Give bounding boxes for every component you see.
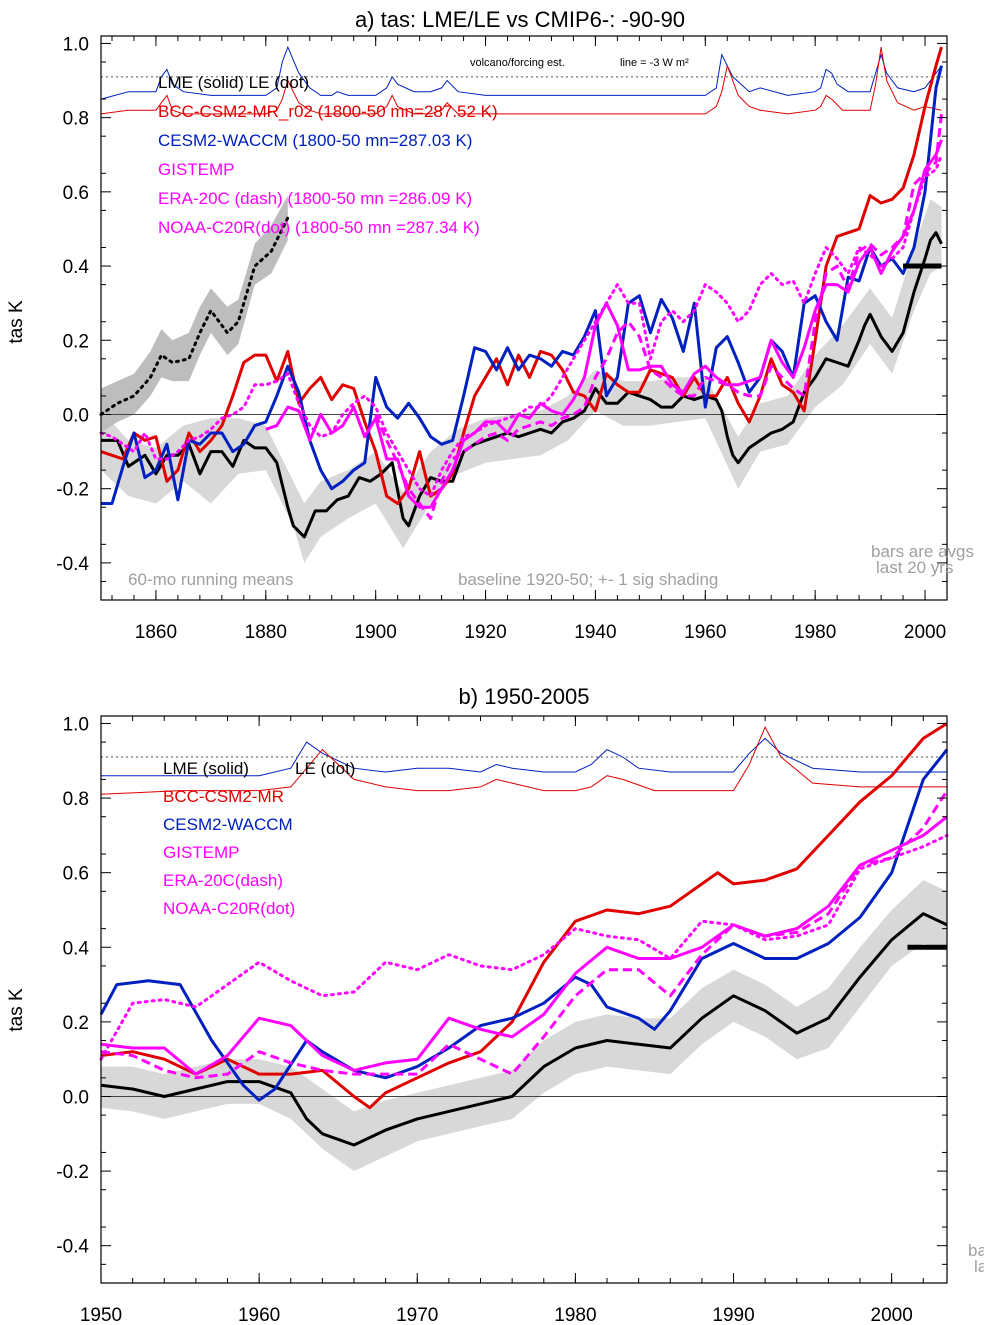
legend-entry: ERA-20C(dash) <box>163 871 283 890</box>
panel-a-ylabel: tas K <box>6 300 27 344</box>
x-tick-label: 1940 <box>574 622 616 643</box>
legend-entry: ERA-20C (dash) (1800-50 mn =286.09 K) <box>158 189 472 208</box>
y-tick-label: 0.0 <box>63 1087 89 1108</box>
plot-frame <box>100 715 948 1284</box>
bars-note-line1-b: ba <box>968 1241 984 1260</box>
series-noaa-c20r <box>99 833 949 1061</box>
legend-entry: GISTEMP <box>158 160 235 179</box>
panel-b: b) 1950-2005 tas K -0.4 -0.2 0.0 0.2 0.4 0.6 0… <box>6 684 984 1325</box>
shading-lme-1-sig <box>101 199 942 563</box>
series-era-20c <box>100 789 949 1080</box>
x-tick-label: 1950 <box>80 1305 122 1325</box>
legend-entry: BCC-CSM2-MR <box>163 787 284 806</box>
panel-b-title: b) 1950-2005 <box>459 684 590 709</box>
bars-note-line2: last 20 yrs <box>876 558 953 577</box>
x-tick-label: 1990 <box>712 1305 754 1325</box>
series-lme <box>100 912 948 1147</box>
x-tick-label: 1960 <box>238 1305 280 1325</box>
x-tick-label: 2000 <box>904 622 946 643</box>
legend-entry: CESM2-WACCM <box>163 815 293 834</box>
forcing-cesm2-waccm-forcing <box>100 45 942 100</box>
y-tick-label: -0.4 <box>56 554 89 575</box>
y-tick-label: 0.2 <box>63 1013 89 1034</box>
legend-entry: NOAA-C20R(dot) <box>163 899 295 918</box>
series-noaa-c20r <box>99 153 943 498</box>
forcing-cesm2-waccm-forcing <box>101 737 947 777</box>
series-era-20c <box>374 113 943 520</box>
legend-entry: LE (dot) <box>295 759 355 778</box>
legend-entry: NOAA-C20R(dot) (1800-50 mn =287.34 K) <box>158 218 480 237</box>
legend-entry: LME (solid) LE (dot) <box>158 73 309 92</box>
panel-a-title: a) tas: LME/LE vs CMIP6-: -90-90 <box>355 7 685 32</box>
shading-lme-1-sig <box>101 880 947 1172</box>
x-tick-label: 1980 <box>554 1305 596 1325</box>
series-cesm2-waccm <box>99 748 949 1102</box>
x-tick-label: 1920 <box>464 622 506 643</box>
y-tick-label: -0.4 <box>56 1237 89 1258</box>
y-tick-label: 0.6 <box>63 864 89 885</box>
series-bcc-csm2-mr <box>100 722 948 1110</box>
plot-frame <box>100 35 948 601</box>
legend-entry: GISTEMP <box>163 843 240 862</box>
x-tick-label: 1980 <box>794 622 836 643</box>
shading-le-1-sig <box>101 195 288 433</box>
y-tick-label: 0.4 <box>63 938 90 959</box>
y-tick-label: 0.4 <box>63 257 90 278</box>
y-tick-label: -0.2 <box>56 480 89 501</box>
x-tick-label: 1880 <box>245 622 287 643</box>
bars-note-line1: bars are avgs <box>871 542 974 561</box>
y-tick-label: 0.8 <box>63 789 89 810</box>
x-tick-label: 1960 <box>684 622 726 643</box>
volcano-label: volcano/forcing est. <box>470 57 565 69</box>
series-bcc-csm2-mr <box>100 46 943 505</box>
y-tick-label: 1.0 <box>63 34 89 55</box>
y-tick-label: 0.6 <box>63 183 89 204</box>
x-tick-label: 1970 <box>396 1305 438 1325</box>
series-lme <box>101 231 943 539</box>
forcing-bcc-csm2-mr-forcing <box>100 726 947 795</box>
x-tick-label: 2000 <box>871 1305 913 1325</box>
bars-note-line2-b: la <box>974 1257 984 1276</box>
series-le <box>99 216 290 416</box>
y-tick-label: 1.0 <box>63 714 89 735</box>
panel-a: a) tas: LME/LE vs CMIP6-: -90-90 tas K -… <box>6 7 974 643</box>
baseline-note: baseline 1920-50; +- 1 sig shading <box>458 570 718 589</box>
x-tick-label: 1900 <box>355 622 397 643</box>
y-tick-label: 0.2 <box>63 331 89 352</box>
legend-entry: CESM2-WACCM (1800-50 mn=287.03 K) <box>158 131 472 150</box>
y-tick-label: -0.2 <box>56 1162 89 1183</box>
forcing-bcc-csm2-mr-forcing <box>100 47 942 115</box>
series-cesm2-waccm <box>101 65 943 505</box>
running-mean-note: 60-mo running means <box>128 570 293 589</box>
forcing-line-label: line = -3 W m² <box>620 57 689 69</box>
series-gistemp <box>100 815 948 1076</box>
panel-b-ylabel: tas K <box>6 988 27 1032</box>
y-tick-label: 0.8 <box>63 109 89 130</box>
legend-entry: LME (solid) <box>163 759 249 778</box>
legend-entry: BCC-CSM2-MR_r02 (1800-50 mn=287.52 K) <box>158 102 498 121</box>
y-tick-label: 0.0 <box>63 405 89 426</box>
x-tick-label: 1860 <box>135 622 177 643</box>
